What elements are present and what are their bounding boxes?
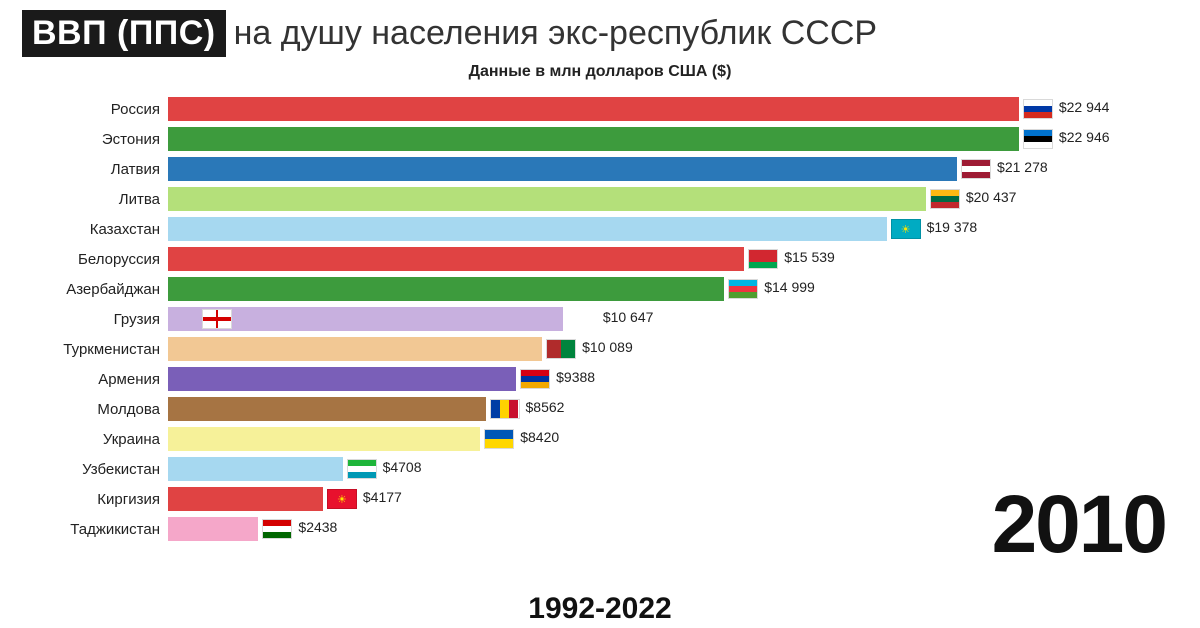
bar-value: $4708 bbox=[383, 459, 422, 475]
bar-row: Туркменистан$10 089 bbox=[0, 334, 1200, 364]
bar-track: $15 539 bbox=[168, 247, 1058, 271]
bar-chart: Россия$22 944Эстония$22 946Латвия$21 278… bbox=[0, 94, 1200, 544]
bar-row: Эстония$22 946 bbox=[0, 124, 1200, 154]
bar: $10 089 bbox=[168, 337, 542, 361]
country-label: Эстония bbox=[0, 131, 168, 148]
bar-track: $22 946 bbox=[168, 127, 1058, 151]
flag-icon bbox=[1023, 129, 1053, 149]
bar-row: Россия$22 944 bbox=[0, 94, 1200, 124]
bar-value: $22 946 bbox=[1059, 129, 1110, 145]
bar-track: $22 944 bbox=[168, 97, 1058, 121]
bar-value: $10 647 bbox=[603, 309, 654, 325]
bar-track: $14 999 bbox=[168, 277, 1058, 301]
flag-icon bbox=[961, 159, 991, 179]
country-label: Латвия bbox=[0, 161, 168, 178]
bar-row: Грузия$10 647 bbox=[0, 304, 1200, 334]
bar-track: $10 647 bbox=[168, 307, 1058, 331]
country-label: Грузия bbox=[0, 311, 168, 328]
bar: $2438 bbox=[168, 517, 258, 541]
bar-value: $19 378 bbox=[927, 219, 978, 235]
year-range: 1992-2022 bbox=[528, 592, 671, 626]
country-label: Литва bbox=[0, 191, 168, 208]
country-label: Армения bbox=[0, 371, 168, 388]
bar-track: ☀ $4177 bbox=[168, 487, 1058, 511]
bar-value: $2438 bbox=[298, 519, 337, 535]
flag-icon bbox=[347, 459, 377, 479]
bar-value: $9388 bbox=[556, 369, 595, 385]
flag-icon bbox=[1023, 99, 1053, 119]
bar: ☀$4177 bbox=[168, 487, 323, 511]
flag-icon bbox=[930, 189, 960, 209]
bar-row: Молдова$8562 bbox=[0, 394, 1200, 424]
bar-value: $10 089 bbox=[582, 339, 633, 355]
country-label: Узбекистан bbox=[0, 461, 168, 478]
flag-icon bbox=[546, 339, 576, 359]
flag-icon bbox=[520, 369, 550, 389]
bar-value: $20 437 bbox=[966, 189, 1017, 205]
bar: $4708 bbox=[168, 457, 343, 481]
bar: $15 539 bbox=[168, 247, 744, 271]
bar-value: $8562 bbox=[526, 399, 565, 415]
bar-track: $2438 bbox=[168, 517, 1058, 541]
country-label: Таджикистан bbox=[0, 521, 168, 538]
bar-track: $4708 bbox=[168, 457, 1058, 481]
bar-row: Азербайджан$14 999 bbox=[0, 274, 1200, 304]
bar: $22 946 bbox=[168, 127, 1019, 151]
flag-icon bbox=[748, 249, 778, 269]
flag-icon bbox=[490, 399, 520, 419]
flag-icon bbox=[484, 429, 514, 449]
country-label: Азербайджан bbox=[0, 281, 168, 298]
title-rest: на душу населения экс-республик СССР bbox=[234, 14, 878, 53]
bar-track: $8420 bbox=[168, 427, 1058, 451]
bar-row: Литва$20 437 bbox=[0, 184, 1200, 214]
bar-value: $21 278 bbox=[997, 159, 1048, 175]
bar: ☀$19 378 bbox=[168, 217, 887, 241]
bar-row: Армения$9388 bbox=[0, 364, 1200, 394]
bar: $14 999 bbox=[168, 277, 724, 301]
bar-track: $9388 bbox=[168, 367, 1058, 391]
country-label: Молдова bbox=[0, 401, 168, 418]
bar-track: ☀ $19 378 bbox=[168, 217, 1058, 241]
country-label: Туркменистан bbox=[0, 341, 168, 358]
country-label: Украина bbox=[0, 431, 168, 448]
bar-track: $8562 bbox=[168, 397, 1058, 421]
title-badge: ВВП (ППС) bbox=[22, 10, 226, 57]
title-row: ВВП (ППС) на душу населения экс-республи… bbox=[0, 0, 1200, 57]
bar: $21 278 bbox=[168, 157, 957, 181]
bar: $10 647 bbox=[168, 307, 563, 331]
bar: $9388 bbox=[168, 367, 516, 391]
flag-icon: ☀ bbox=[891, 219, 921, 239]
country-label: Белоруссия bbox=[0, 251, 168, 268]
year-display: 2010 bbox=[992, 478, 1166, 572]
bar-value: $14 999 bbox=[764, 279, 815, 295]
bar: $8420 bbox=[168, 427, 480, 451]
flag-icon bbox=[728, 279, 758, 299]
flag-icon: ☀ bbox=[327, 489, 357, 509]
bar-value: $4177 bbox=[363, 489, 402, 505]
bar: $20 437 bbox=[168, 187, 926, 211]
bar-track: $20 437 bbox=[168, 187, 1058, 211]
bar-track: $10 089 bbox=[168, 337, 1058, 361]
bar-row: Латвия$21 278 bbox=[0, 154, 1200, 184]
country-label: Казахстан bbox=[0, 221, 168, 238]
country-label: Россия bbox=[0, 101, 168, 118]
bar-track: $21 278 bbox=[168, 157, 1058, 181]
country-label: Киргизия bbox=[0, 491, 168, 508]
subtitle: Данные в млн долларов США ($) bbox=[0, 63, 1200, 81]
bar: $8562 bbox=[168, 397, 486, 421]
flag-icon bbox=[202, 309, 232, 329]
bar-row: Белоруссия$15 539 bbox=[0, 244, 1200, 274]
bar-value: $15 539 bbox=[784, 249, 835, 265]
bar-row: Казахстан ☀ $19 378 bbox=[0, 214, 1200, 244]
bar-row: Украина$8420 bbox=[0, 424, 1200, 454]
bar-value: $22 944 bbox=[1059, 99, 1110, 115]
flag-icon bbox=[262, 519, 292, 539]
bar-value: $8420 bbox=[520, 429, 559, 445]
bar: $22 944 bbox=[168, 97, 1019, 121]
